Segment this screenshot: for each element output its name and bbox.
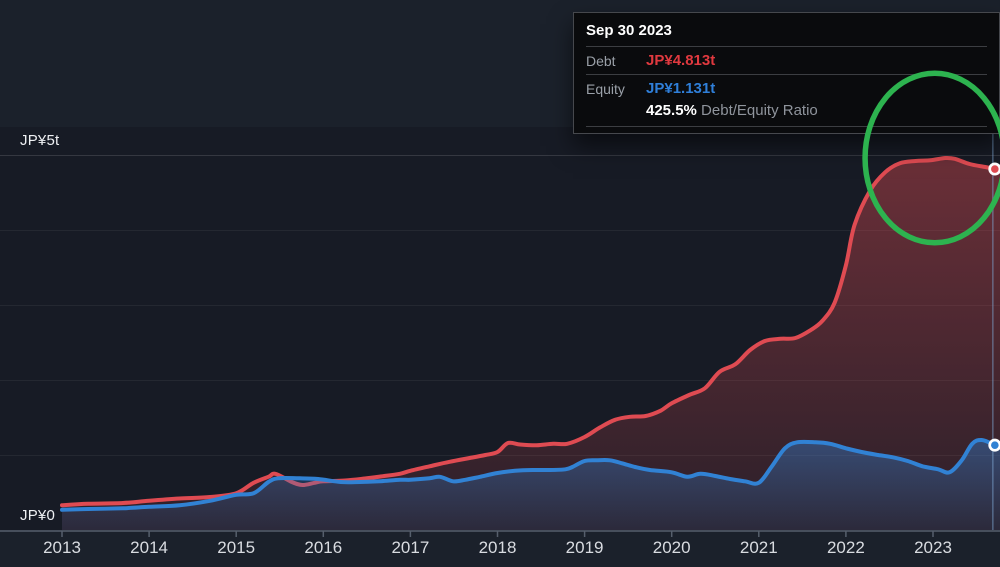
tooltip-date: Sep 30 2023 — [586, 18, 987, 47]
x-axis-label-2017: 2017 — [391, 538, 430, 557]
tooltip-ratio-row: 425.5% Debt/Equity Ratio — [586, 102, 987, 127]
tooltip-debt-row: Debt JP¥4.813t — [586, 47, 987, 75]
tooltip-debt-value: JP¥4.813t — [646, 52, 716, 69]
equity-endpoint-dot[interactable] — [991, 441, 999, 449]
equity-area-fill — [62, 439, 1000, 530]
x-axis-label-2016: 2016 — [304, 538, 343, 557]
y-axis-label-top: JP¥5t — [20, 132, 60, 149]
x-axis-label-2013: 2013 — [43, 538, 81, 557]
x-axis-label-2019: 2019 — [565, 538, 604, 557]
tooltip-debt-label: Debt — [586, 52, 616, 69]
x-axis-label-2015: 2015 — [217, 538, 256, 557]
x-axis-label-2020: 2020 — [652, 538, 691, 557]
tooltip-equity-label: Equity — [586, 80, 625, 97]
tooltip-equity-row: Equity JP¥1.131t — [586, 75, 987, 102]
debt-endpoint-dot[interactable] — [991, 165, 999, 173]
x-axis-label-2021: 2021 — [739, 538, 778, 557]
equity-line[interactable] — [60, 437, 1000, 512]
debt-area-fill — [62, 157, 1000, 530]
x-axis-label-2023: 2023 — [914, 538, 952, 557]
tooltip-ratio-value: 425.5% — [646, 102, 697, 119]
tooltip-equity-value: JP¥1.131t — [646, 80, 716, 97]
tooltip-ratio-label: Debt/Equity Ratio — [701, 102, 818, 119]
x-axis-label-2014: 2014 — [130, 538, 169, 557]
x-axis-label-2022: 2022 — [826, 538, 865, 557]
y-axis-label-zero: JP¥0 — [20, 507, 55, 524]
x-axis-label-2018: 2018 — [478, 538, 517, 557]
chart-tooltip: Sep 30 2023 Debt JP¥4.813t Equity JP¥1.1… — [573, 12, 1000, 134]
